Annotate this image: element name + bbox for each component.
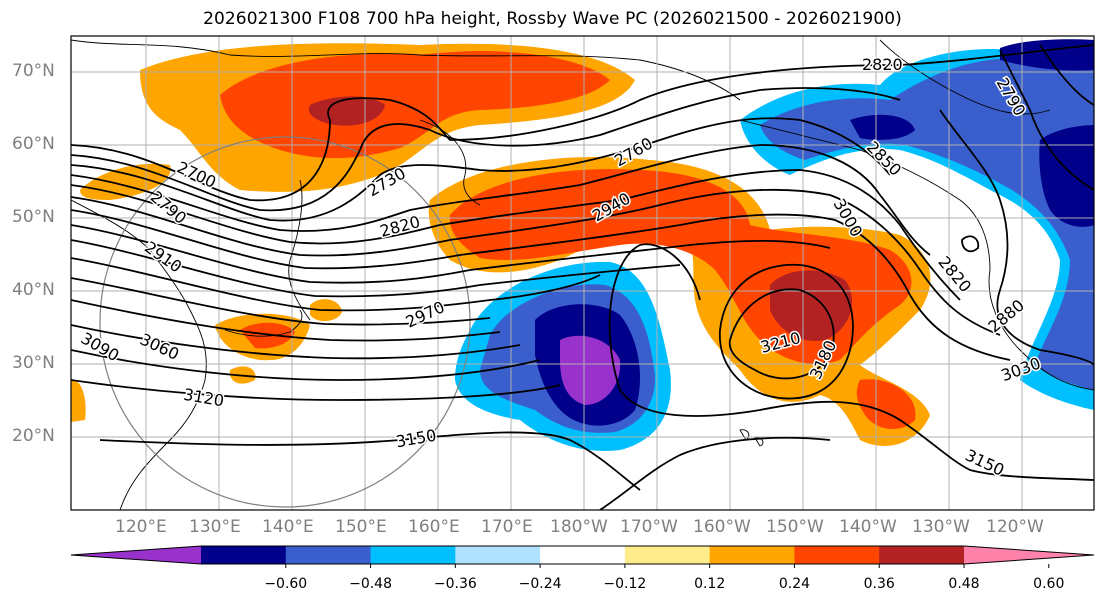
colorbar-tick-label: −0.60: [264, 576, 308, 592]
chart-title: 2026021300 F108 700 hPa height, Rossby W…: [203, 9, 902, 29]
contour-label: 2820: [862, 55, 903, 74]
lon-label: 130°E: [189, 517, 241, 537]
lat-label: 60°N: [12, 134, 55, 154]
lon-label: 140°W: [839, 517, 897, 537]
lon-label: 160°E: [408, 517, 460, 537]
colorbar-tick-label: 0.48: [948, 576, 980, 592]
lat-label: 50°N: [12, 207, 55, 227]
lon-label: 130°W: [912, 517, 970, 537]
lon-label: 160°W: [693, 517, 751, 537]
height-contours: [71, 44, 1094, 510]
colorbar-tick-label: −0.48: [349, 576, 392, 592]
lat-label: 20°N: [12, 426, 55, 446]
colorbar-swatch: [285, 546, 372, 564]
colorbar-tick-label: 0.36: [863, 576, 895, 592]
colorbar-tick-label: −0.12: [603, 576, 647, 592]
lat-label: 30°N: [12, 353, 55, 373]
colorbar-swatch: [540, 546, 626, 564]
colorbar-tick-label: −0.36: [433, 576, 477, 592]
coastlines: [71, 39, 1094, 510]
colorbar-tick-label: −0.24: [518, 576, 562, 592]
colorbar-swatch: [794, 546, 880, 564]
lon-label: 150°E: [335, 517, 387, 537]
lon-label: 180°W: [550, 517, 608, 537]
lon-label: 150°W: [766, 517, 824, 537]
colorbar-tick-label: 0.12: [694, 576, 726, 592]
lon-label: 170°E: [481, 517, 533, 537]
colorbar-swatch: [370, 546, 456, 564]
lon-label: 140°E: [262, 517, 314, 537]
colorbar-swatch: [455, 546, 541, 564]
colorbar-outline: [70, 545, 1095, 565]
reference-circle: [99, 136, 471, 508]
lon-label: 120°W: [986, 517, 1044, 537]
lon-label: 170°W: [620, 517, 678, 537]
colorbar-swatch: [709, 546, 795, 564]
lat-label: 40°N: [12, 280, 55, 300]
colorbar: [70, 545, 1095, 568]
lat-label: 70°N: [12, 61, 55, 81]
colorbar-extend-low: [71, 546, 201, 564]
colorbar-tick-label: 0.24: [778, 576, 811, 592]
map-frame: [70, 35, 1095, 511]
colorbar-swatch: [879, 546, 965, 564]
lon-label: 120°E: [115, 517, 167, 537]
colorbar-swatch: [201, 546, 287, 564]
colorbar-extend-high: [964, 546, 1094, 564]
colorbar-tick-label: 0.60: [1033, 576, 1065, 592]
anomaly-negative-fill: [455, 39, 1094, 451]
colorbar-swatch: [624, 546, 711, 564]
gridlines: [71, 36, 1094, 510]
